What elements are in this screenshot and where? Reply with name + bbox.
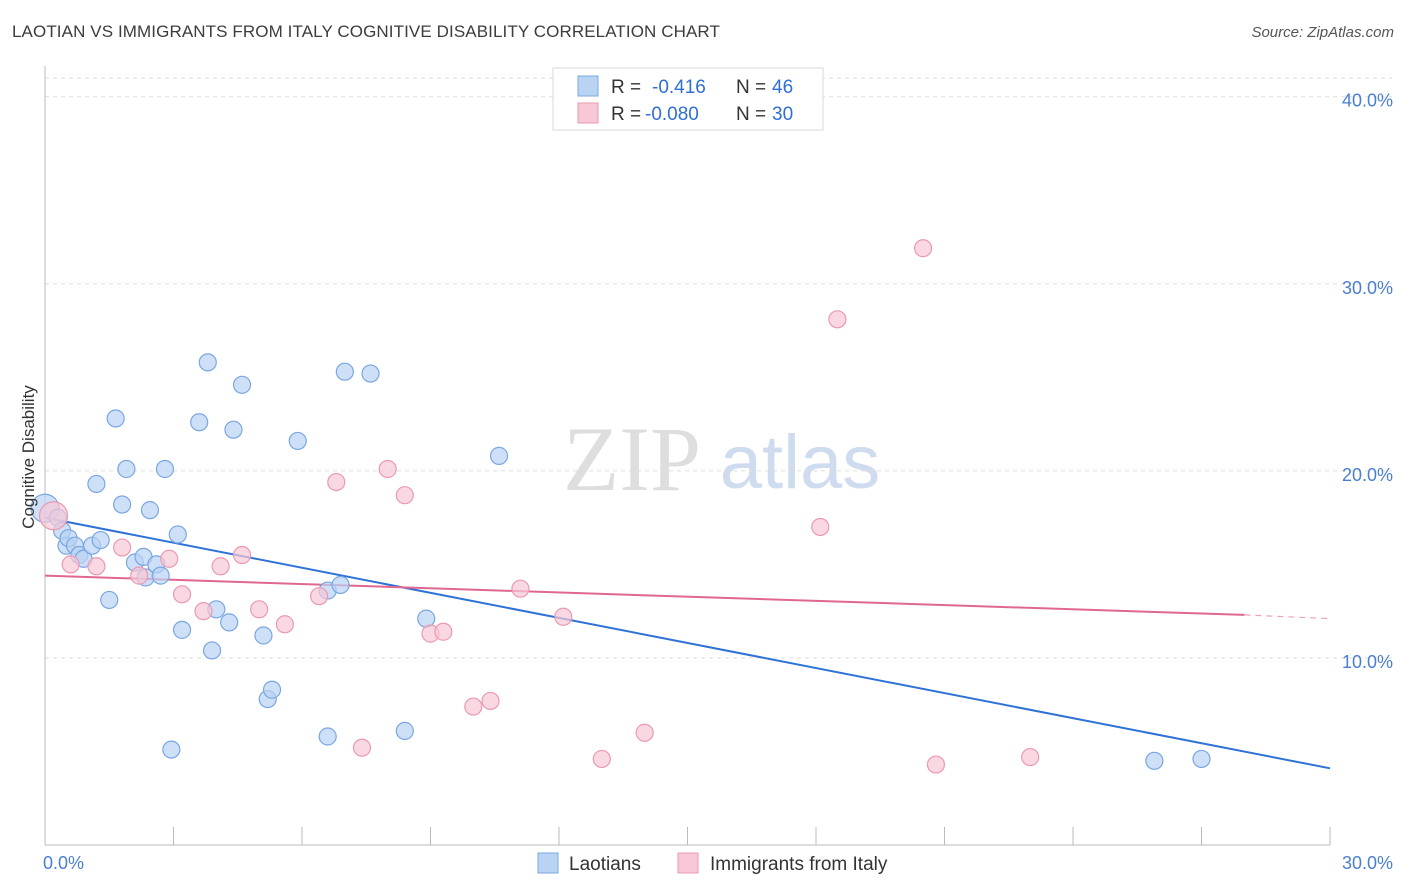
legend-swatch-italy	[577, 102, 599, 124]
laotian-point	[151, 566, 170, 585]
laotian-point	[172, 620, 192, 639]
y-tick-label: 20.0%	[1342, 465, 1393, 485]
laotian-point	[318, 727, 337, 746]
laotian-point	[232, 375, 252, 394]
bottom-legend-swatch-laotians	[537, 852, 559, 874]
points	[30, 239, 1211, 774]
laotian-point	[220, 613, 239, 632]
laotian-point	[335, 362, 354, 381]
trendline-extension	[1244, 614, 1331, 620]
bottom-legend-swatch-italy	[677, 852, 699, 874]
legend-n-label-2: N =	[736, 104, 766, 125]
legend-r-value-2: -0.080	[645, 104, 699, 125]
italy-point	[211, 557, 230, 576]
laotian-point	[254, 626, 273, 645]
source-label: Source: ZipAtlas.com	[1251, 24, 1394, 41]
x-tick-label: 0.0%	[43, 853, 84, 873]
legend-r-label-1: R =	[611, 77, 641, 98]
laotian-point	[262, 680, 282, 699]
laotian-point	[288, 431, 307, 451]
y-axis-label: Cognitive Disability	[19, 385, 38, 529]
italy-point	[926, 755, 946, 774]
x-tick-label: 30.0%	[1342, 853, 1393, 873]
italy-point	[194, 602, 213, 621]
italy-point	[592, 749, 611, 769]
laotian-point	[202, 641, 222, 660]
laotian-point	[224, 420, 243, 439]
y-tick-label: 10.0%	[1342, 652, 1393, 672]
y-tick-label: 40.0%	[1342, 91, 1393, 111]
italy-point	[554, 607, 573, 626]
trendline	[44, 574, 1245, 616]
laotian-point	[489, 446, 509, 465]
italy-point	[395, 486, 414, 505]
italy-point	[434, 622, 453, 641]
laotian-point	[395, 721, 414, 740]
legend-n-value-1: 46	[772, 77, 793, 98]
italy-point	[130, 566, 149, 585]
legend-swatch-laotians	[577, 75, 599, 97]
laotian-point	[1192, 749, 1211, 769]
laotian-point	[87, 474, 106, 494]
italy-point	[913, 239, 933, 258]
italy-point	[87, 557, 106, 576]
stats-legend: R = -0.416 N = 46 R = -0.080 N = 30	[552, 67, 824, 131]
laotian-point	[106, 409, 125, 428]
laotian-point	[331, 575, 350, 595]
chart-title: LAOTIAN VS IMMIGRANTS FROM ITALY COGNITI…	[12, 22, 720, 41]
italy-point	[811, 517, 830, 537]
trendline	[44, 516, 1331, 770]
bottom-legend-laotians: Laotians	[569, 854, 641, 875]
legend-n-value-2: 30	[772, 104, 793, 125]
watermark-zip: ZIP	[563, 408, 701, 510]
italy-point	[635, 723, 654, 742]
bottom-legend-italy: Immigrants from Italy	[710, 854, 888, 875]
italy-point	[378, 459, 397, 479]
italy-point	[481, 691, 500, 711]
laotian-point	[190, 413, 209, 432]
italy-point	[172, 585, 192, 604]
italy-point	[160, 549, 179, 568]
italy-point	[275, 615, 294, 634]
laotian-point	[140, 501, 160, 520]
laotian-point	[361, 364, 380, 383]
y-tick-label: 30.0%	[1342, 278, 1393, 298]
tick-labels: 10.0% 20.0% 30.0% 40.0% 0.0% 30.0%	[43, 91, 1393, 873]
italy-point	[232, 545, 252, 565]
axes	[44, 66, 1331, 846]
trendlines	[44, 516, 1331, 770]
italy-point	[1021, 747, 1040, 767]
italy-point	[352, 738, 372, 757]
italy-point	[828, 310, 847, 329]
laotian-point	[112, 495, 132, 514]
legend-n-label-1: N =	[736, 77, 766, 98]
italy-point	[464, 697, 483, 716]
laotian-point	[100, 590, 119, 610]
italy-point	[38, 501, 69, 531]
laotian-point	[155, 459, 175, 479]
grid	[45, 77, 1392, 659]
laotian-point	[168, 525, 187, 544]
laotian-point	[91, 530, 110, 550]
italy-point	[511, 579, 530, 598]
laotian-point	[417, 609, 436, 628]
laotian-point	[1145, 751, 1164, 770]
italy-point	[61, 555, 80, 574]
laotian-point	[198, 353, 217, 372]
italy-point	[250, 600, 269, 619]
legend-r-value-1: -0.416	[652, 77, 706, 98]
watermark-atlas: atlas	[720, 420, 881, 505]
italy-point	[310, 587, 329, 606]
series-legend: Laotians Immigrants from Italy	[537, 852, 888, 875]
laotian-point	[162, 740, 181, 759]
legend-r-label-2: R =	[611, 104, 641, 125]
laotian-point	[117, 459, 136, 479]
italy-point	[112, 538, 132, 557]
italy-point	[327, 472, 346, 492]
